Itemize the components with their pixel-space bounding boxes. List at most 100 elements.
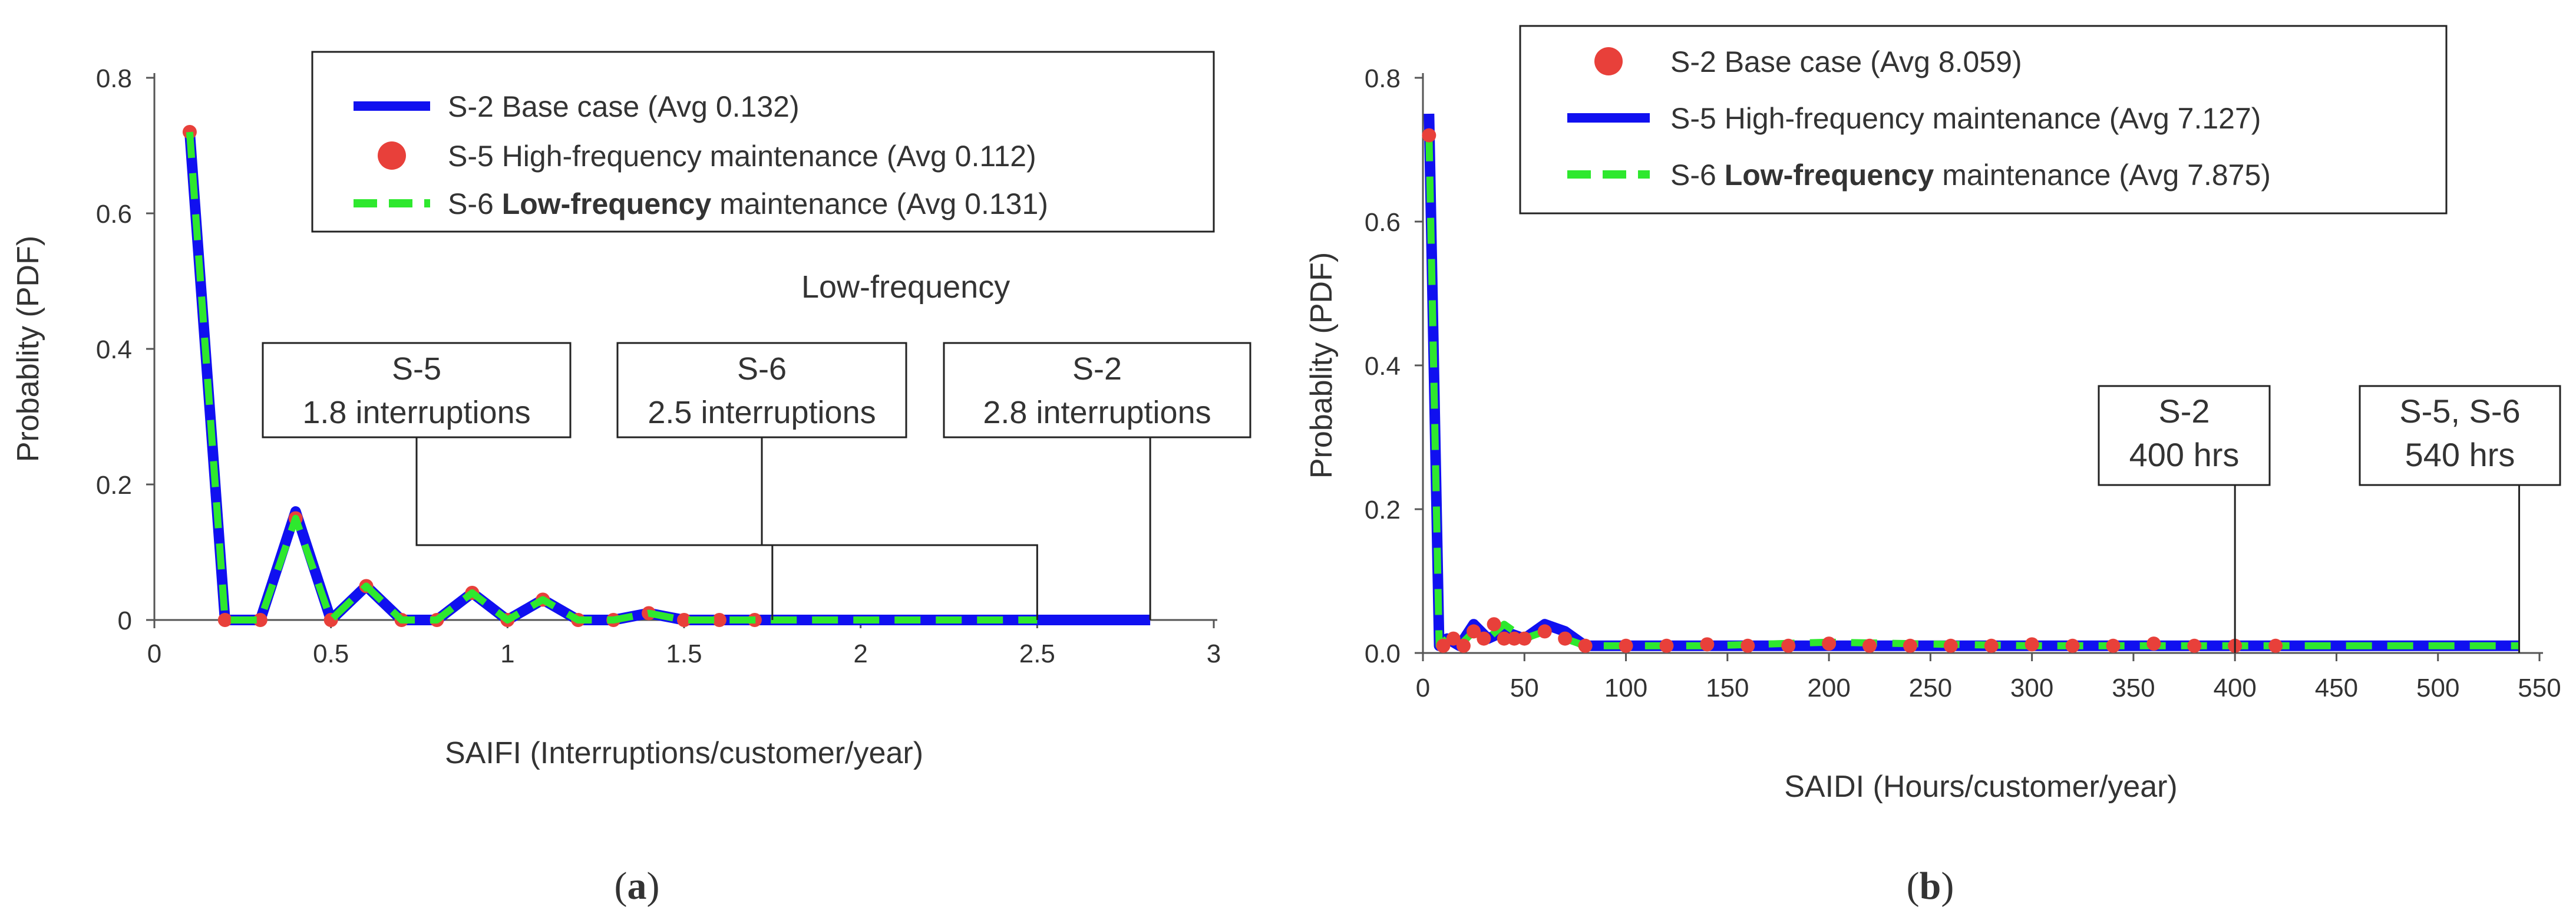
panel-b-y-tick-label: 0.8 [1365,64,1401,93]
panel-b-callout-value: 400 hrs [2129,436,2240,473]
panel-b-y-tick-label: 0.6 [1365,208,1401,237]
panel-a-legend-label: S-2 Base case (Avg 0.132) [448,90,800,123]
panel-b-data-point [1578,638,1593,653]
panel-b-data-point [1517,631,1532,646]
panel-b-x-tick-label: 350 [2112,674,2155,702]
panel-a-callout-value: 2.8 interruptions [983,395,1211,430]
panel-b-data-point [2106,638,2121,653]
panel-a-annotation: Low-frequency [801,269,1010,305]
panel-a-data-point [253,613,267,627]
panel-b-data-point [2065,638,2080,653]
panel-b-data-point [1446,631,1461,646]
panel-a-ticks: 0 0.5 1 1.5 2 2.5 3 0 0.2 0.4 0.6 0.8 [96,64,1221,668]
panel-b-data-point [1497,631,1511,646]
panel-b-data-point [1984,638,1999,653]
panel-b-data-point [1537,624,1552,639]
panel-b-callout-title: S-2 [2158,392,2210,430]
panel-a-caption: (a) [615,865,660,908]
panel-b-legend-label: S-2 Base case (Avg 8.059) [1670,45,2022,78]
panel-b-callout-value: 540 hrs [2405,436,2515,473]
panel-b-legend-label: S-6 Low-frequency maintenance (Avg 7.875… [1670,159,2271,192]
panel-a-caption-letter: a [628,865,647,908]
panel-b-data-point [1558,631,1573,646]
panel-a-x-tick-label: 2.5 [1019,639,1055,668]
panel-a-callout-title: S-6 [737,351,787,387]
panel-b-x-tick-label: 150 [1706,674,1749,702]
panel-a-y-tick-label: 0.6 [96,200,132,229]
panel-a-y-tick-label: 0 [118,606,132,635]
panel-b-callout-box [2359,385,2561,486]
panel-b-x-tick-label: 500 [2416,674,2459,702]
panel-b-y-tick-label: 0.2 [1365,496,1401,525]
panel-b-data-point [1436,638,1451,653]
panel-a-data-point [677,613,691,627]
panel-b-x-tick-label: 550 [2518,674,2561,702]
panel-a-callouts: S-5 1.8 interruptions S-6 2.5 interruptions… [262,342,1251,620]
panel-b-legend: S-2 Base case (Avg 8.059) S-5 High-freque… [1519,25,2448,215]
panel-a-callout-value: 1.8 interruptions [302,395,530,430]
panel-b-x-tick-label: 0 [1416,674,1430,702]
panel-a-x-tick-label: 0 [147,639,161,668]
panel-a-series-dashed-line [186,131,1038,624]
panel-b-data-point [1467,624,1481,639]
panel-a-legend-label-prefix: S-6 [448,187,502,220]
panel-a-callout-box [262,342,572,438]
panel-a-y-tick-label: 0.4 [96,335,132,364]
panel-b-y-tick-label: 0.4 [1365,352,1401,381]
panel-b-data-point [1487,617,1501,632]
panel-a-callout-title: S-2 [1072,351,1122,387]
panel-b-data-point [1862,638,1877,653]
panel-b-data-point [1659,638,1674,653]
panel-b-data-point [1507,631,1522,646]
panel-b-y-axis-label: Probablity (PDF) [1304,252,1339,479]
panel-b-x-tick-label: 50 [1510,674,1539,702]
panel-a-legend-label-prefix: S-2 Base case (Avg 0.132) [448,90,800,123]
chart-panel-a: 0 0.5 1 1.5 2 2.5 3 0 0.2 0.4 0.6 0.8 S-5 1.8 interr… [11,51,1251,908]
panel-b-data-point [1903,638,1917,653]
panel-a-data-point [712,613,726,627]
panel-b-callouts: S-2 400 hrs S-5, S-6 540 hrs [2098,385,2561,653]
panel-a-x-tick-label: 1 [500,639,514,668]
panel-b-series [1422,113,2519,653]
panel-b-data-point [2268,638,2283,653]
panel-b-data-point [1781,638,1796,653]
panel-b-data-point [1456,638,1471,653]
panel-a-legend-label-prefix: S-5 High-frequency maintenance (Avg 0.11… [448,140,1036,173]
panel-b-legend-label-bold: Low-frequency [1725,159,1934,192]
panel-a-series [182,125,1151,627]
panel-b-data-point [1477,631,1491,646]
panel-a-legend-swatch-marker [378,141,406,170]
panel-a-callout-leader [415,437,774,620]
panel-a-data-point [217,613,232,627]
panel-b-caption: (b) [1907,865,1954,908]
panel-b-legend-label-prefix: S-2 Base case (Avg 8.059) [1670,45,2022,78]
panel-b-callout-title: S-5, S-6 [2399,392,2520,430]
panel-b-y-tick-label: 0.0 [1365,639,1401,668]
panel-a-callout-box [943,342,1251,438]
panel-b-data-point [1700,637,1715,652]
panel-a-legend: S-2 Base case (Avg 0.132) S-5 High-freque… [311,51,1215,233]
panel-a-x-tick-label: 0.5 [313,639,349,668]
chart-panel-b: 0 50 100 150 200 250 300 350 400 450 500 550 0.0 0.2 0… [1304,25,2561,908]
panel-a-y-tick-label: 0.8 [96,64,132,93]
panel-b-x-tick-label: 250 [1909,674,1952,702]
panel-b-caption-letter: b [1920,865,1941,908]
panel-b-x-tick-label: 200 [1807,674,1850,702]
panel-b-ticks: 0 50 100 150 200 250 300 350 400 450 500 550 0.0 0.2 0… [1365,64,2561,702]
panel-a-x-axis-label: SAIFI (Interruptions/customer/year) [445,736,923,770]
panel-b-legend-label-prefix: S-5 High-frequency maintenance (Avg 7.12… [1670,102,2261,135]
panel-a-legend-box [311,51,1215,233]
panel-b-data-point [1422,128,1436,143]
panel-b-legend-label-suffix: maintenance (Avg 7.875) [1934,159,2271,192]
panel-a-callout-leader [761,437,1038,620]
panel-b-data-point [1943,638,1958,653]
panel-b-callout-box [2098,385,2271,486]
panel-b-data-point [1822,636,1837,651]
panel-b-data-point [1741,638,1755,653]
panel-a-callout-title: S-5 [392,351,441,387]
panel-a-callout-value: 2.5 interruptions [648,395,876,430]
panel-b-legend-label-prefix: S-6 [1670,159,1725,192]
panel-b-x-tick-label: 450 [2315,674,2358,702]
panel-b-x-tick-label: 100 [1604,674,1647,702]
